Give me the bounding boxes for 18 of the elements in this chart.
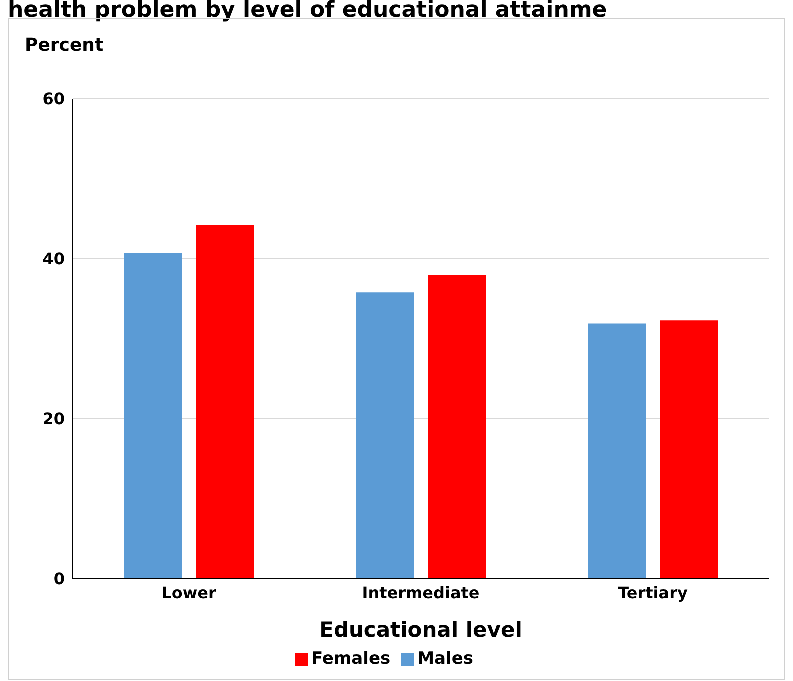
x-tick-label: Intermediate — [362, 583, 480, 602]
y-tick-label: 60 — [42, 90, 65, 109]
bar — [124, 253, 182, 579]
chart-title: health problem by level of educational attainme — [8, 0, 608, 23]
y-tick-label: 0 — [54, 570, 65, 589]
x-axis-title: Educational level — [320, 618, 522, 642]
bar — [588, 324, 646, 579]
legend-label: Males — [418, 649, 474, 669]
x-tick-label: Tertiary — [618, 583, 688, 602]
bar — [196, 225, 254, 579]
x-tick-label: Lower — [162, 583, 216, 602]
bar — [428, 275, 486, 579]
y-tick-label: 20 — [42, 410, 65, 429]
bar — [356, 292, 414, 579]
y-tick-label: 40 — [42, 250, 65, 269]
legend-label: Females — [312, 649, 391, 669]
bar — [660, 320, 718, 579]
y-axis-title: Percent — [25, 35, 104, 56]
